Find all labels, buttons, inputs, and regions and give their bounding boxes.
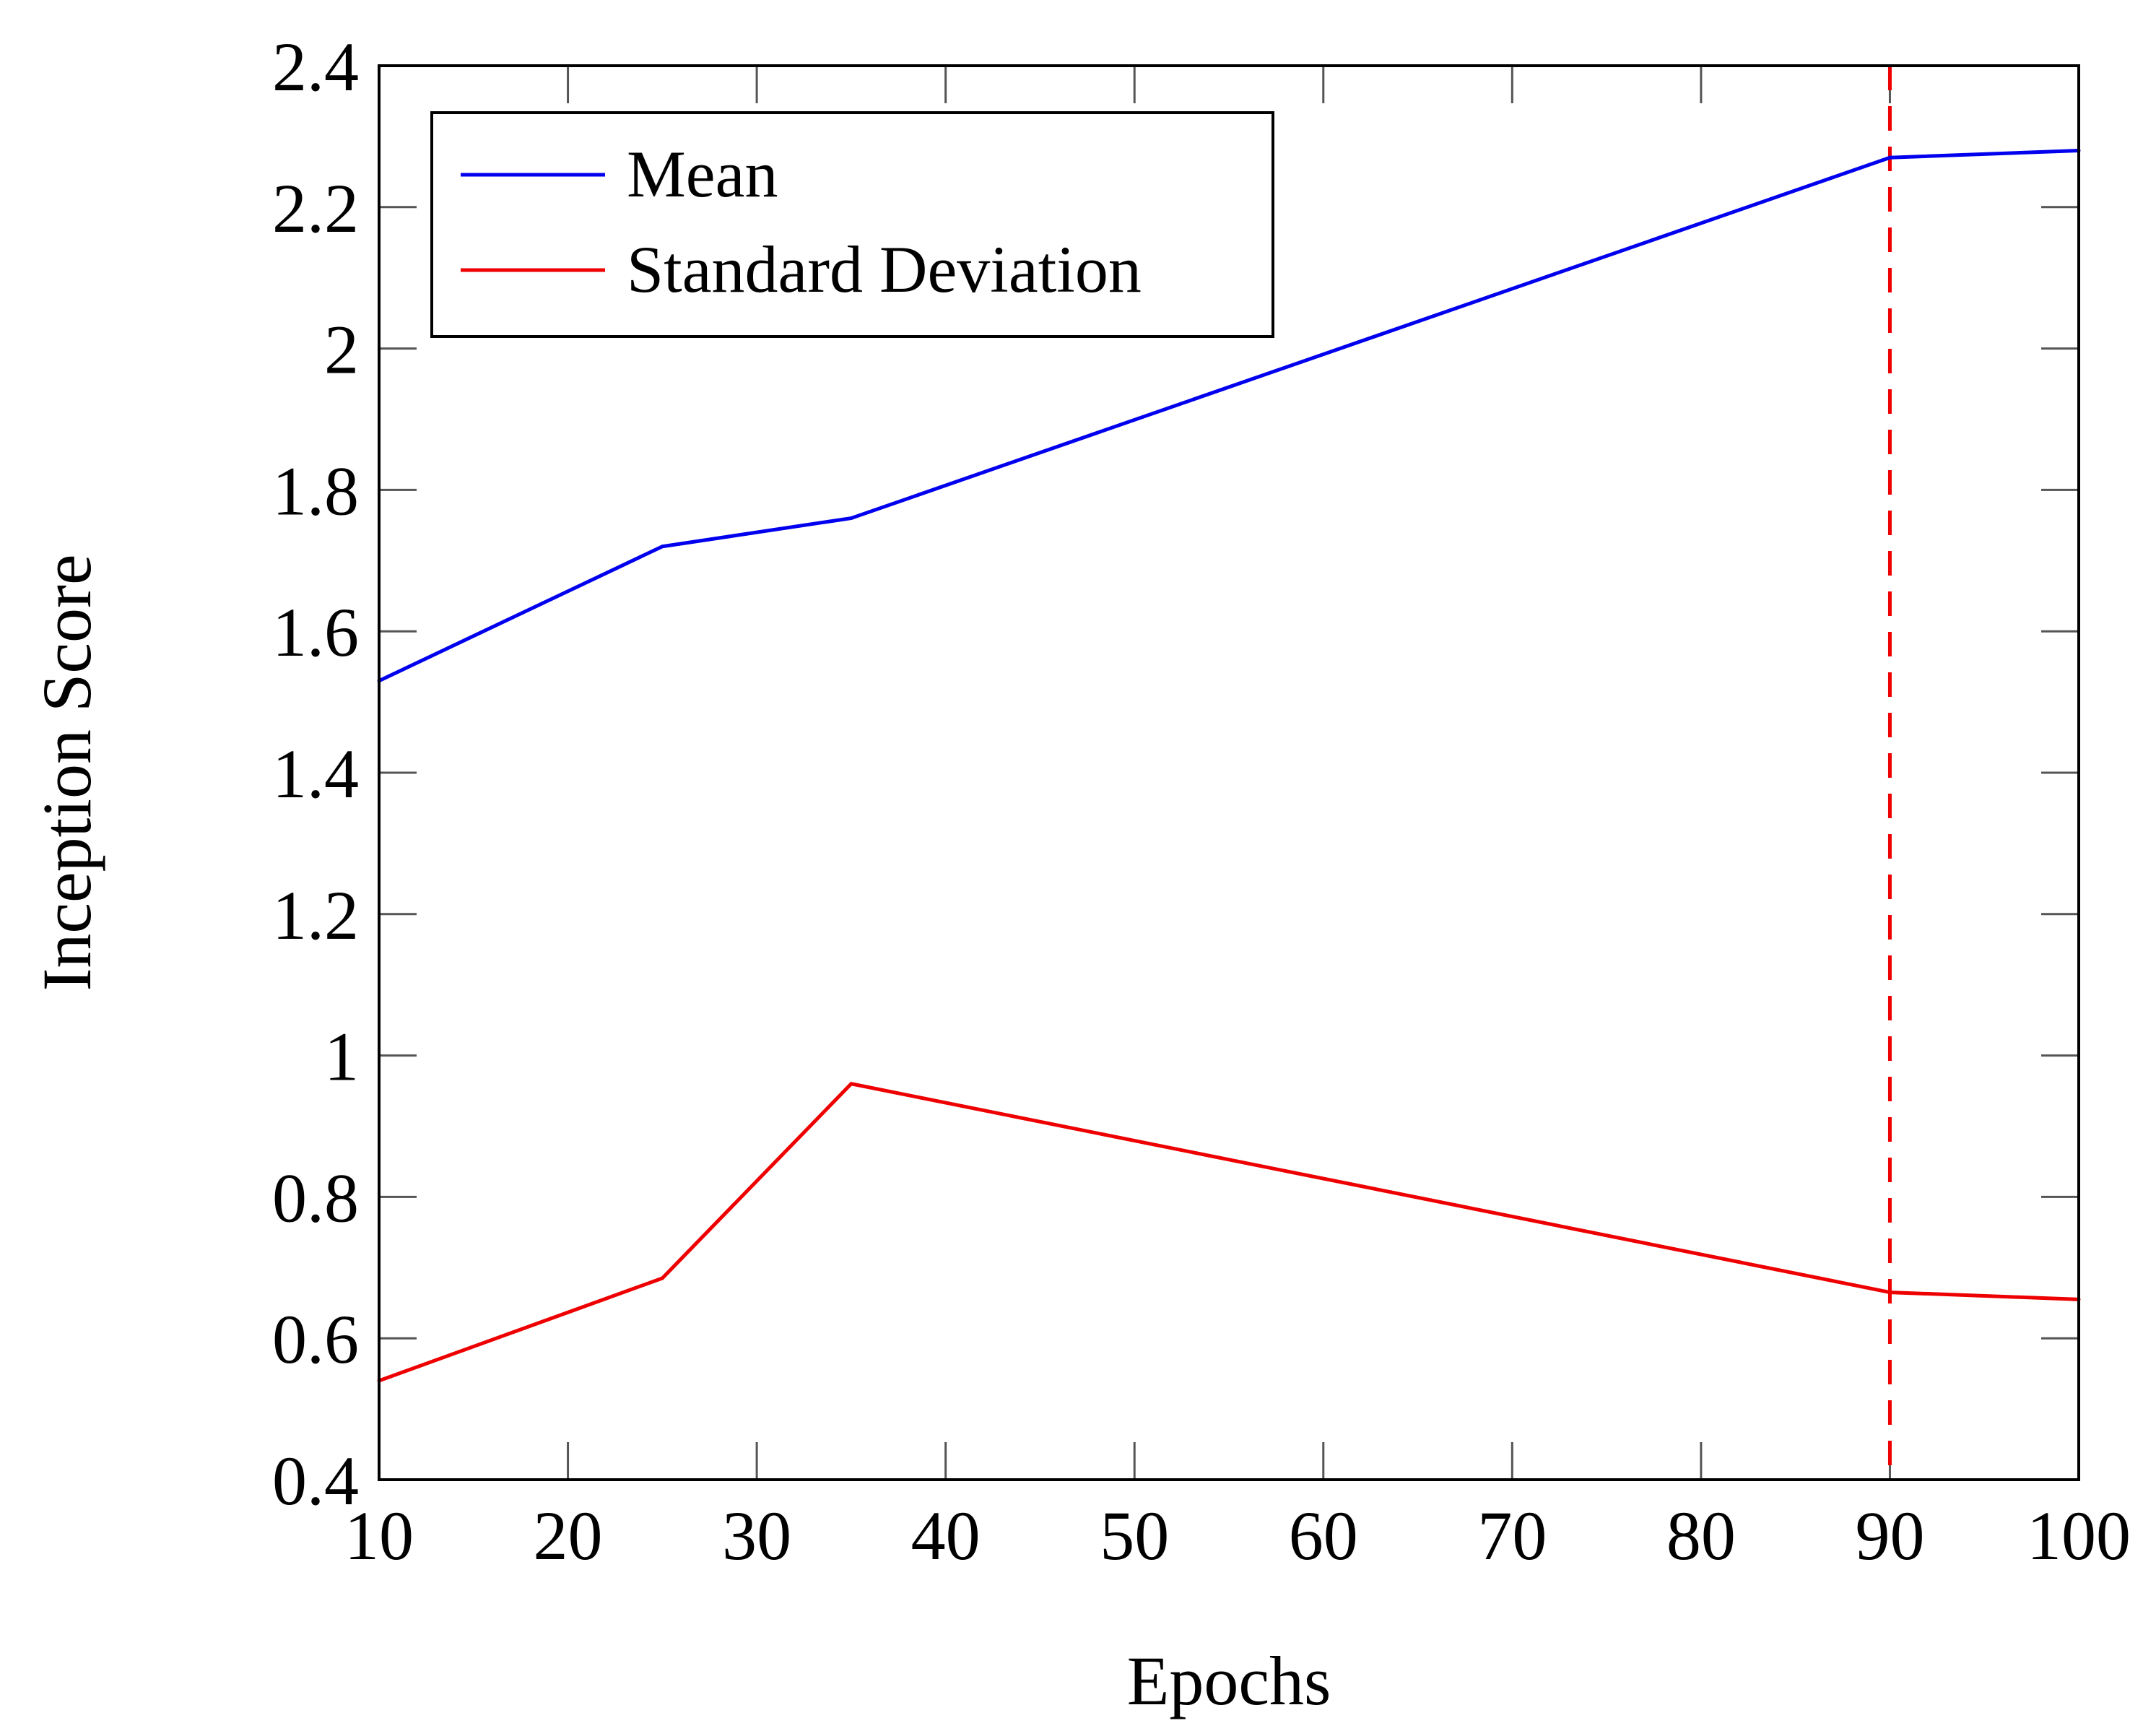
x-tick-label: 40 [911,1497,981,1574]
y-tick-label: 1.4 [272,735,359,812]
y-tick-label: 0.6 [272,1301,359,1378]
legend-box [430,111,1274,338]
legend-label-mean: Mean [627,137,778,211]
data-point-standard-deviation [1887,1290,1892,1295]
plot-frame [378,64,2080,1481]
y-tick-label: 1.2 [272,877,359,954]
data-point-mean [849,516,853,521]
y-tick-label: 0.8 [272,1159,359,1236]
y-tick-label: 2.4 [272,28,359,105]
y-tick-labels: 0.4 0.6 0.8 1 1.2 1.4 1.6 1.8 2 2.2 2.4 [272,28,359,1519]
y-tick-label: 1 [324,1018,359,1096]
x-tick-labels: 10 20 30 40 50 60 70 80 90 100 [344,1497,2131,1574]
y-tick-label: 2 [324,311,359,389]
y-tick-label: 1.6 [272,594,359,671]
data-point-standard-deviation [660,1276,664,1280]
data-point-mean [660,545,664,549]
x-tick-label: 30 [722,1497,791,1574]
x-tick-label: 70 [1477,1497,1547,1574]
x-tick-label: 20 [534,1497,603,1574]
x-tick-label: 10 [344,1497,414,1574]
y-tick-label: 0.4 [272,1442,359,1519]
data-point-standard-deviation [849,1082,853,1086]
legend-label-standard-deviation: Standard Deviation [627,233,1142,306]
x-tick-label: 50 [1100,1497,1169,1574]
y-tick-label: 2.2 [272,170,359,247]
y-axis-title: Inception Score [28,554,105,991]
data-point-mean [1887,155,1892,160]
x-tick-label: 80 [1666,1497,1736,1574]
x-tick-label: 100 [2027,1497,2131,1574]
legend: Mean Standard Deviation [430,111,1274,338]
x-tick-label: 90 [1855,1497,1924,1574]
y-tick-label: 1.8 [272,452,359,529]
x-axis-title: Epochs [1127,1642,1331,1719]
x-tick-label: 60 [1289,1497,1358,1574]
